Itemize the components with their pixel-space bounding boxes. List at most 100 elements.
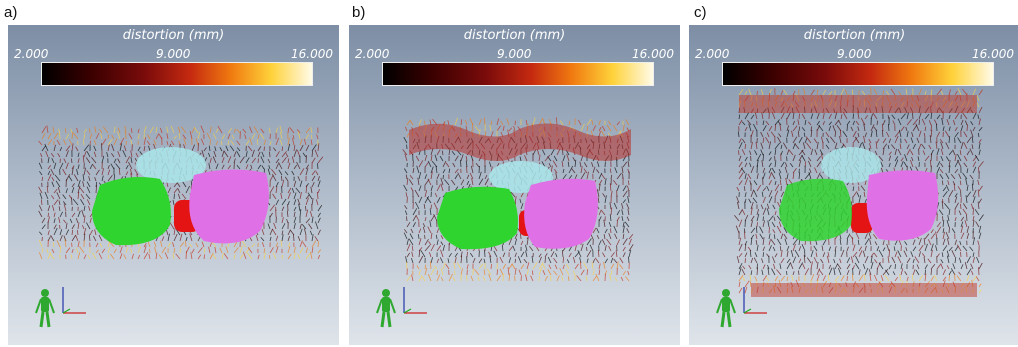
vector-glyph bbox=[208, 163, 211, 170]
vector-glyph bbox=[431, 160, 438, 168]
vector-glyph bbox=[412, 214, 417, 222]
vector-glyph bbox=[135, 152, 139, 158]
vector-glyph bbox=[770, 172, 776, 180]
vector-glyph bbox=[429, 252, 432, 258]
vector-glyph bbox=[448, 273, 453, 282]
vector-glyph bbox=[520, 240, 524, 246]
vector-glyph bbox=[627, 208, 630, 216]
vector-glyph bbox=[930, 89, 933, 96]
vector-glyph bbox=[858, 274, 864, 282]
vector-glyph bbox=[574, 159, 577, 168]
vector-glyph bbox=[882, 148, 885, 156]
vector-glyph bbox=[958, 271, 962, 276]
vector-glyph bbox=[774, 160, 777, 168]
vector-glyph bbox=[978, 198, 982, 204]
vector-glyph bbox=[287, 137, 290, 146]
vector-glyph bbox=[520, 203, 524, 210]
vector-glyph bbox=[203, 248, 206, 254]
vector-glyph bbox=[62, 194, 67, 200]
vector-glyph bbox=[616, 261, 619, 270]
vector-glyph bbox=[559, 267, 564, 276]
vector-glyph bbox=[272, 174, 277, 182]
vector-glyph bbox=[301, 223, 307, 230]
vector-glyph bbox=[792, 172, 795, 180]
vector-glyph bbox=[798, 126, 801, 132]
vector-glyph bbox=[773, 263, 776, 270]
vector-glyph bbox=[295, 187, 301, 194]
vector-glyph bbox=[293, 149, 297, 158]
vector-glyph bbox=[64, 128, 67, 134]
vector-glyph bbox=[41, 145, 46, 152]
vector-glyph bbox=[894, 156, 899, 162]
vector-glyph bbox=[245, 246, 251, 254]
vector-glyph bbox=[260, 128, 265, 134]
vector-glyph bbox=[744, 252, 748, 258]
vector-glyph bbox=[976, 95, 980, 102]
vector-glyph bbox=[308, 223, 313, 230]
vector-glyph bbox=[786, 258, 791, 264]
vector-glyph bbox=[208, 145, 211, 152]
vector-glyph bbox=[559, 120, 564, 126]
vector-glyph bbox=[948, 165, 951, 174]
vector-glyph bbox=[930, 129, 933, 138]
vector-glyph bbox=[834, 246, 837, 252]
vector-glyph bbox=[170, 125, 175, 134]
vector-glyph bbox=[108, 240, 115, 248]
vector-glyph bbox=[940, 90, 944, 96]
vector-glyph bbox=[943, 203, 950, 210]
vector-glyph bbox=[622, 252, 626, 258]
vector-glyph bbox=[107, 169, 111, 176]
colorbar-max-label: 16.000 bbox=[972, 47, 1014, 61]
vector-glyph bbox=[971, 144, 974, 150]
vector-glyph bbox=[954, 132, 959, 138]
vector-glyph bbox=[592, 258, 596, 264]
vector-glyph bbox=[524, 154, 528, 162]
vector-glyph bbox=[131, 253, 134, 260]
vector-glyph bbox=[744, 173, 747, 180]
vector-glyph bbox=[59, 245, 62, 254]
vector-glyph bbox=[418, 234, 420, 240]
vector-glyph bbox=[936, 264, 941, 270]
vector-glyph bbox=[601, 173, 606, 180]
vector-glyph bbox=[810, 113, 814, 120]
vector-glyph bbox=[556, 117, 558, 126]
vector-glyph bbox=[538, 154, 541, 162]
vector-glyph bbox=[86, 181, 91, 188]
vector-glyph bbox=[822, 275, 827, 282]
vector-glyph bbox=[469, 172, 474, 180]
vector-glyph bbox=[514, 238, 517, 246]
vector-glyph bbox=[119, 137, 125, 146]
vector-glyph bbox=[460, 179, 465, 186]
vector-glyph bbox=[65, 188, 68, 194]
vector-glyph bbox=[56, 192, 61, 200]
vector-glyph bbox=[801, 244, 806, 252]
vector-glyph bbox=[269, 228, 273, 236]
vector-glyph bbox=[804, 119, 807, 126]
vector-glyph bbox=[501, 244, 504, 252]
vector-glyph bbox=[63, 219, 67, 224]
vector-glyph bbox=[875, 141, 878, 150]
vector-glyph bbox=[284, 171, 289, 176]
vector-glyph bbox=[466, 174, 470, 180]
vector-glyph bbox=[317, 156, 324, 164]
vector-glyph bbox=[454, 155, 459, 162]
vector-glyph bbox=[792, 136, 798, 144]
vector-glyph bbox=[762, 167, 766, 174]
vector-glyph bbox=[64, 239, 67, 248]
vector-glyph bbox=[562, 155, 566, 162]
vector-glyph bbox=[779, 246, 782, 252]
vector-glyph bbox=[960, 221, 964, 228]
vector-glyph bbox=[786, 276, 789, 282]
left-organ bbox=[437, 186, 518, 250]
vector-glyph bbox=[903, 250, 908, 258]
vector-glyph bbox=[219, 247, 223, 254]
vector-glyph bbox=[978, 149, 981, 156]
vector-glyph bbox=[598, 120, 601, 126]
vector-glyph bbox=[963, 131, 968, 138]
vector-glyph bbox=[873, 126, 878, 132]
vector-glyph bbox=[311, 216, 314, 224]
vector-glyph bbox=[936, 253, 940, 258]
vector-glyph bbox=[870, 261, 874, 270]
vector-glyph bbox=[927, 239, 932, 246]
vector-glyph bbox=[268, 165, 271, 170]
